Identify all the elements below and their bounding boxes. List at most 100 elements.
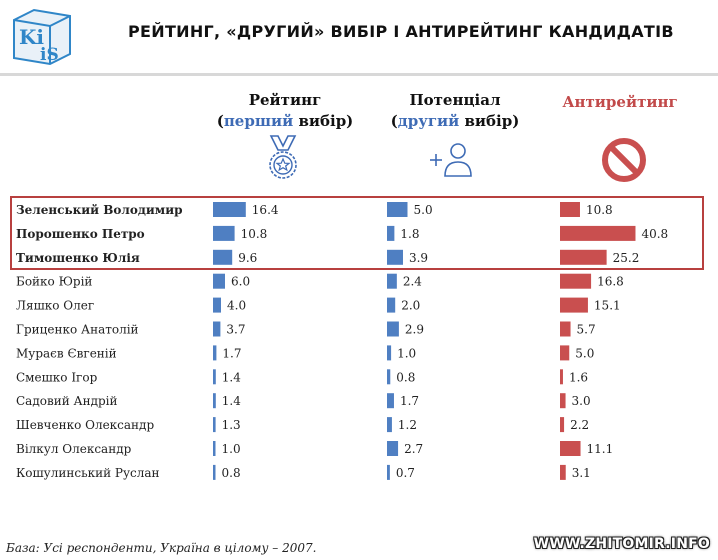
rating-value-label: 1.4 (222, 370, 241, 384)
anti-value-label: 3.0 (572, 394, 591, 408)
anti-bar (560, 345, 570, 361)
rating-bar (213, 441, 216, 456)
rating-value-label: 6.0 (231, 275, 250, 289)
potential-bar (387, 369, 391, 385)
anti-value-label: 16.8 (597, 275, 624, 289)
rating-bar (213, 202, 246, 217)
anti-value-label: 5.7 (577, 323, 596, 337)
anti-bar (560, 417, 565, 433)
rating-value-label: 1.4 (222, 394, 241, 408)
column-header-rating: Рейтинг (перший вибір) (205, 90, 365, 132)
rating-value-label: 9.6 (238, 251, 257, 265)
anti-bar (560, 321, 571, 337)
column-header-anti: Антирейтинг (540, 92, 700, 113)
potential-bar (387, 249, 403, 265)
potential-bar (387, 464, 390, 480)
potential-bar (387, 321, 399, 337)
potential-bar (387, 297, 396, 313)
potential-value-label: 0.7 (396, 466, 415, 480)
footnote: База: Усі респонденти, Україна в цілому … (6, 541, 317, 555)
rating-bar (213, 417, 216, 433)
anti-value-label: 1.6 (569, 370, 588, 384)
anti-bar (560, 369, 563, 385)
rating-bar (213, 249, 233, 265)
potential-accent: другий (397, 112, 460, 130)
watermark: WWW.ZHITOMIR.INFO (533, 536, 710, 552)
potential-value-label: 2.7 (404, 442, 423, 456)
rating-header-line1: Рейтинг (248, 91, 322, 109)
logo-text-top: Ki (19, 25, 44, 49)
candidate-label: Зеленський Володимир (16, 203, 183, 217)
potential-value-label: 1.7 (400, 394, 419, 408)
anti-bar (560, 393, 566, 409)
rating-bar (213, 297, 221, 313)
potential-value-label: 1.8 (400, 227, 419, 241)
candidate-label: Гриценко Анатолій (16, 323, 139, 337)
chart-title: РЕЙТИНГ, «ДРУГИЙ» ВИБІР І АНТИРЕЙТИНГ КА… (128, 22, 674, 41)
potential-bar (387, 345, 392, 361)
anti-bar (560, 297, 588, 313)
anti-value-label: 40.8 (641, 227, 668, 241)
potential-value-label: 1.2 (398, 418, 417, 432)
candidate-label: Кошулинський Руслан (16, 466, 160, 480)
rating-bar (213, 393, 216, 409)
rating-accent: перший (223, 112, 294, 130)
candidate-label: Шевченко Олександр (16, 418, 154, 432)
potential-bar (387, 441, 399, 456)
potential-bar (387, 417, 392, 433)
rating-bar (213, 273, 225, 289)
potential-value-label: 5.0 (414, 203, 433, 217)
top-three-highlight (10, 196, 704, 270)
column-header-potential: Потенціал (другий вибір) (375, 90, 535, 132)
potential-value-label: 2.0 (401, 299, 420, 313)
anti-value-label: 11.1 (587, 442, 614, 456)
prohibited-icon (602, 138, 646, 182)
potential-header-line1: Потенціал (409, 91, 501, 109)
add-person-icon (430, 143, 472, 177)
potential-rest: вибір) (459, 112, 520, 130)
potential-value-label: 3.9 (409, 251, 428, 265)
potential-value-label: 0.8 (396, 370, 415, 384)
rating-value-label: 16.4 (252, 203, 279, 217)
anti-bar (560, 273, 592, 289)
candidate-label: Смешко Ігор (16, 370, 98, 384)
candidate-label: Тимошенко Юлія (16, 251, 140, 265)
potential-value-label: 2.4 (403, 275, 422, 289)
potential-bar (387, 202, 408, 217)
candidate-label: Мураєв Євгеній (16, 346, 117, 360)
rating-open: ( (216, 112, 224, 130)
anti-value-label: 5.0 (575, 346, 594, 360)
anti-header-line1: Антирейтинг (562, 93, 678, 111)
rating-value-label: 1.0 (222, 442, 241, 456)
potential-bar (387, 225, 395, 241)
title-divider (0, 73, 718, 76)
rating-bar (213, 464, 216, 480)
anti-value-label: 3.1 (572, 466, 591, 480)
anti-bar (560, 202, 580, 217)
rating-value-label: 1.7 (222, 346, 241, 360)
potential-bar (387, 273, 397, 289)
anti-bar (560, 464, 566, 480)
rating-value-label: 4.0 (227, 299, 246, 313)
candidate-label: Бойко Юрій (16, 275, 92, 289)
rating-rest: вибір) (293, 112, 354, 130)
candidate-label: Вілкул Олександр (16, 442, 132, 456)
candidate-label: Ляшко Олег (16, 299, 94, 313)
potential-value-label: 1.0 (397, 346, 416, 360)
rating-value-label: 10.8 (241, 227, 268, 241)
candidates-bar-chart: Зеленський Володимир 16.4 5.0 10.8 Порошенко… (16, 202, 668, 480)
candidate-label: Порошенко Петро (16, 227, 145, 241)
rating-bar (213, 225, 235, 241)
anti-bar (560, 225, 636, 241)
rating-bar (213, 345, 217, 361)
anti-value-label: 2.2 (570, 418, 589, 432)
anti-value-label: 25.2 (613, 251, 640, 265)
anti-bar (560, 441, 581, 456)
rating-value-label: 0.8 (222, 466, 241, 480)
anti-value-label: 10.8 (586, 203, 613, 217)
anti-bar (560, 249, 607, 265)
rating-value-label: 1.3 (222, 418, 241, 432)
kiis-logo: Ki iS (13, 8, 71, 66)
rating-value-label: 3.7 (226, 323, 245, 337)
rating-bar (213, 369, 216, 385)
